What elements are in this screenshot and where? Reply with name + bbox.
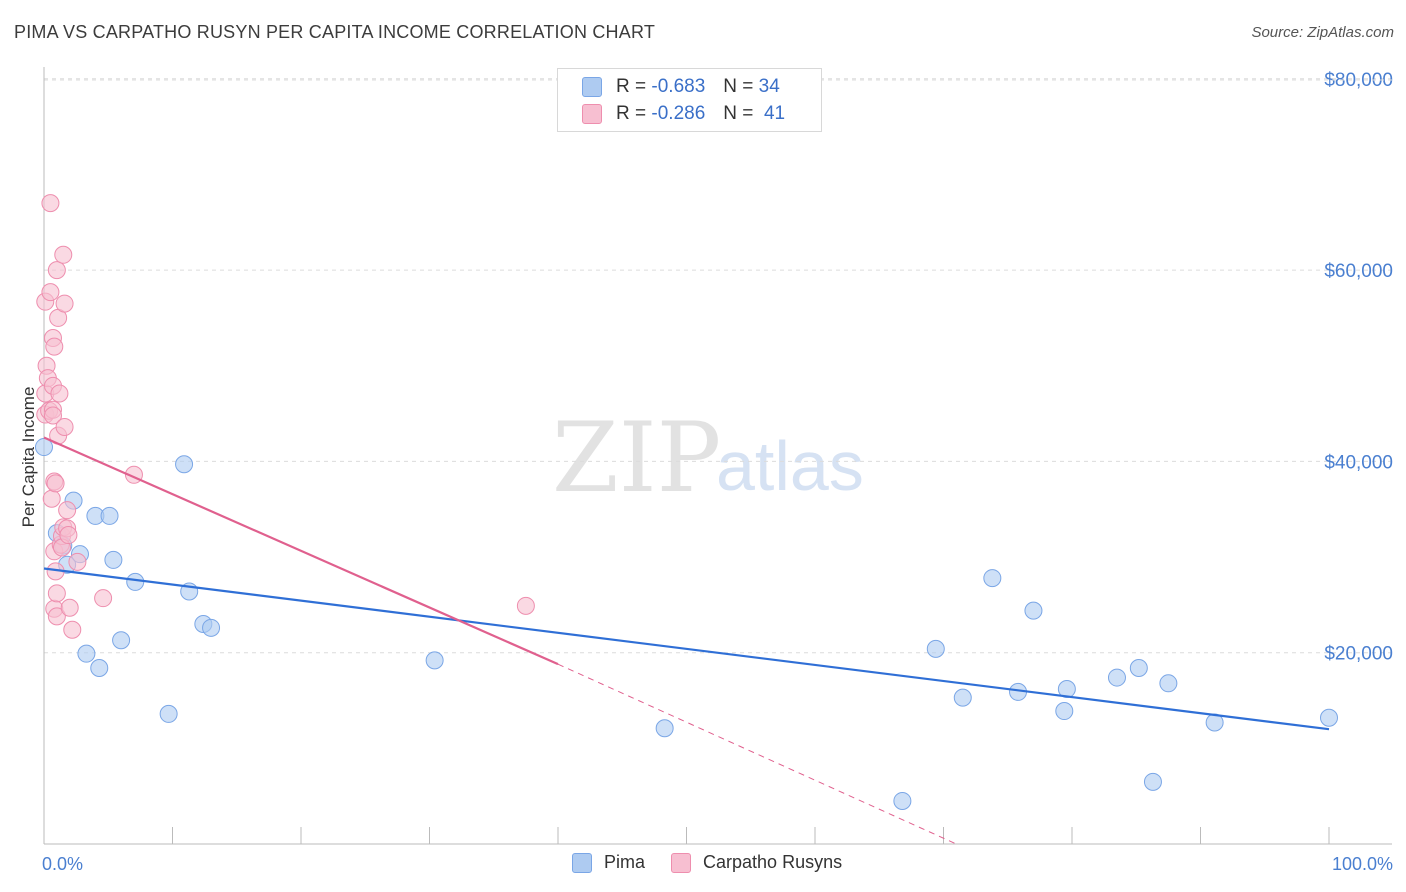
legend-r-label: R =	[616, 76, 647, 97]
legend-swatch-carpatho	[582, 104, 602, 124]
series-legend-pima[interactable]: Pima	[572, 852, 645, 873]
carpatho-trend-line	[43, 436, 559, 666]
chart-title: PIMA VS CARPATHO RUSYN PER CAPITA INCOME…	[14, 22, 656, 42]
legend-swatch-pima	[582, 77, 602, 97]
carpatho-point	[63, 620, 82, 639]
legend-r-value: -0.286	[651, 103, 706, 124]
series-label-pima: Pima	[604, 852, 646, 872]
watermark-zip: ZIP	[552, 402, 722, 514]
pima-point	[983, 569, 1002, 588]
pima-point	[1107, 668, 1126, 687]
series-label-carpatho: Carpatho Rusyns	[703, 852, 843, 872]
series-swatch-carpatho	[671, 852, 692, 873]
carpatho-point	[94, 589, 113, 608]
carpatho-point	[516, 596, 535, 615]
carpatho-point	[55, 294, 74, 313]
legend-n-value: 34	[758, 76, 780, 97]
pima-point	[425, 651, 444, 670]
pima-point	[893, 791, 912, 810]
watermark-atlas: atlas	[716, 427, 864, 505]
carpatho-point	[42, 489, 61, 508]
carpatho-point	[55, 417, 74, 436]
pima-point	[655, 719, 674, 738]
pima-point	[1055, 702, 1074, 721]
carpatho-point	[46, 474, 65, 493]
carpatho-point	[47, 261, 66, 280]
pima-point	[112, 631, 131, 650]
pima-point	[1159, 674, 1178, 693]
legend-r-value: -0.683	[651, 76, 706, 97]
y-tick-label: $60,000	[1324, 261, 1393, 282]
carpatho-trend-extension	[557, 663, 957, 845]
pima-trend-line	[43, 567, 1330, 731]
legend-n-value: 41	[763, 103, 786, 124]
legend-n-label: N =	[723, 76, 754, 97]
pima-point	[175, 455, 194, 474]
series-legend: Pima Carpatho Rusyns	[572, 852, 868, 873]
pima-point	[1320, 708, 1338, 727]
series-legend-carpatho[interactable]: Carpatho Rusyns	[671, 852, 842, 873]
y-tick-label: $40,000	[1324, 452, 1393, 473]
pima-point	[77, 644, 96, 663]
x-tick-label-max: 100.0%	[1332, 854, 1393, 874]
carpatho-point	[50, 384, 69, 403]
pima-point	[1143, 772, 1162, 791]
pima-point	[926, 639, 945, 658]
carpatho-point	[60, 598, 79, 617]
pima-point	[159, 704, 178, 723]
y-axis-label: Per Capita Income	[19, 387, 38, 528]
x-tick-label-min: 0.0%	[42, 854, 83, 874]
pima-point	[1024, 601, 1043, 620]
legend-n-label: N =	[723, 103, 754, 124]
pima-point	[953, 688, 972, 707]
pima-point	[90, 659, 109, 678]
carpatho-point	[43, 406, 62, 425]
carpatho-point	[41, 194, 60, 213]
carpatho-point	[47, 607, 66, 626]
pima-point	[126, 572, 145, 591]
carpatho-point	[58, 501, 77, 520]
pima-point	[104, 550, 123, 569]
carpatho-point	[54, 245, 73, 264]
carpatho-point	[41, 283, 60, 302]
legend-row-pima: R = -0.683 N = 34	[558, 74, 780, 100]
series-swatch-pima	[572, 852, 592, 873]
source-label: Source: ZipAtlas.com	[1251, 24, 1394, 41]
carpatho-point	[47, 584, 66, 603]
pima-point	[100, 506, 119, 525]
correlation-legend: R = -0.683 N = 34 R = -0.286 N = 41	[557, 68, 822, 132]
y-tick-label: $20,000	[1324, 644, 1393, 665]
pima-point	[1129, 659, 1148, 678]
carpatho-point	[59, 526, 78, 545]
carpatho-point	[45, 337, 64, 356]
legend-r-label: R =	[616, 103, 647, 124]
pima-point	[202, 618, 221, 637]
legend-row-carpatho: R = -0.286 N = 41	[558, 101, 785, 127]
carpatho-point	[68, 552, 87, 571]
